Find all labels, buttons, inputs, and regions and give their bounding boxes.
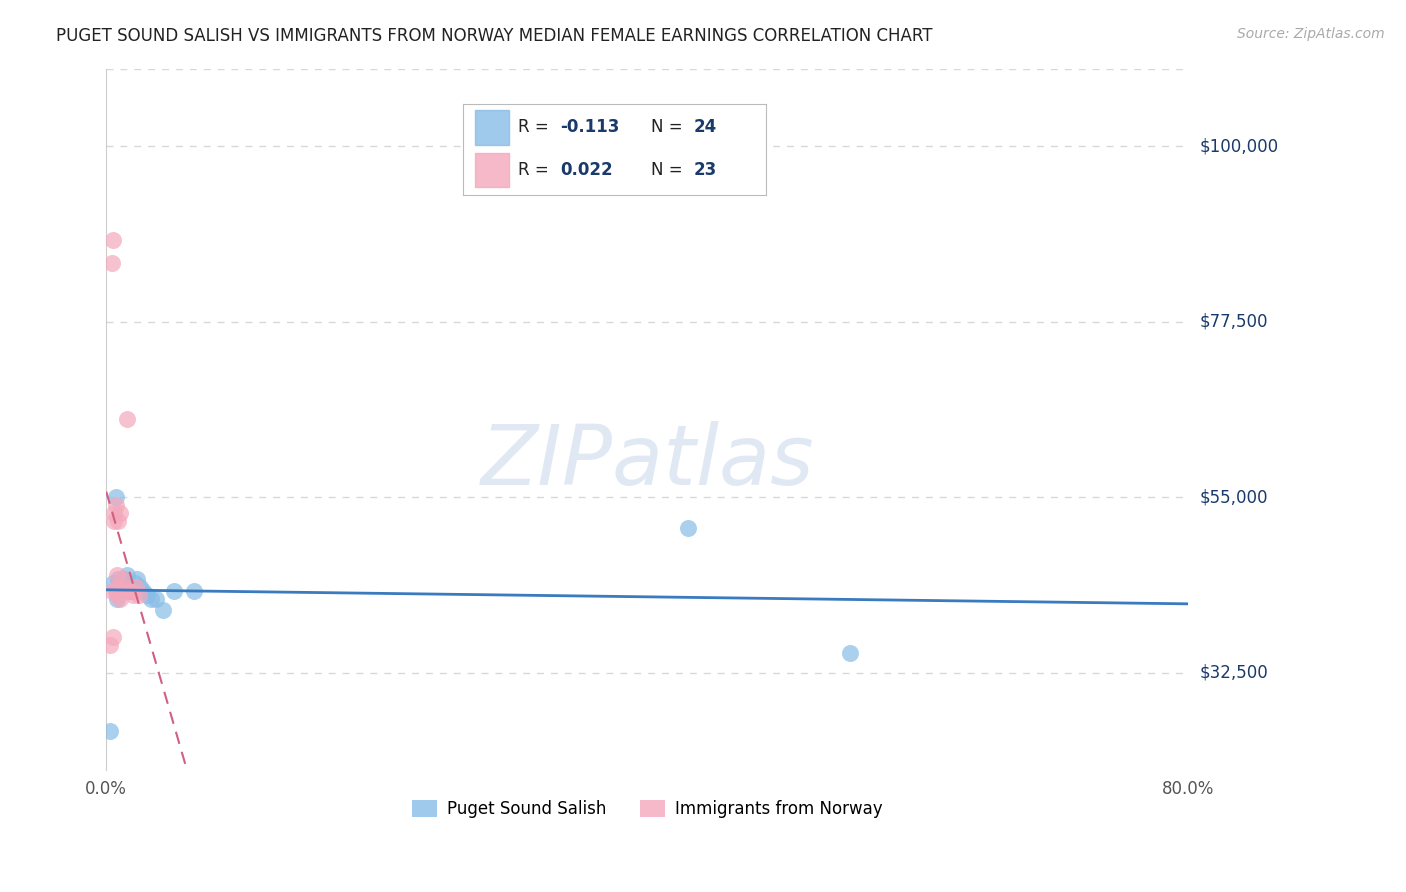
Point [107, 580, 129, 594]
Text: $77,500: $77,500 [1199, 313, 1268, 331]
Point [118, 580, 141, 594]
Point [139, 591, 162, 606]
Point [125, 580, 148, 594]
Point [112, 572, 135, 586]
Point [111, 576, 134, 591]
Text: $32,500: $32,500 [1199, 664, 1268, 681]
Point [115, 412, 138, 426]
Point [98, 724, 121, 739]
Text: $55,000: $55,000 [1199, 488, 1268, 506]
Text: Source: ZipAtlas.com: Source: ZipAtlas.com [1237, 27, 1385, 41]
Point [101, 631, 124, 645]
Point [101, 233, 124, 247]
Text: ZIPatlas: ZIPatlas [481, 421, 814, 502]
Point [152, 603, 174, 617]
Point [105, 588, 128, 602]
Point [104, 490, 127, 504]
Point [118, 583, 141, 598]
Point [120, 583, 142, 598]
Point [108, 506, 131, 520]
Point [110, 576, 132, 591]
Point [104, 498, 127, 512]
Point [128, 588, 150, 602]
Point [108, 591, 131, 606]
Point [107, 572, 129, 586]
Point [111, 572, 134, 586]
Point [105, 591, 128, 606]
Point [101, 576, 124, 591]
Text: PUGET SOUND SALISH VS IMMIGRANTS FROM NORWAY MEDIAN FEMALE EARNINGS CORRELATION : PUGET SOUND SALISH VS IMMIGRANTS FROM NO… [56, 27, 932, 45]
Point [100, 583, 122, 598]
Point [183, 583, 205, 598]
Point [103, 506, 125, 520]
Point [103, 514, 125, 528]
Point [163, 583, 186, 598]
Point [145, 591, 167, 606]
Point [105, 568, 128, 582]
Point [100, 256, 122, 270]
Point [104, 583, 127, 598]
Point [107, 514, 129, 528]
Point [122, 588, 145, 602]
Point [135, 588, 157, 602]
Point [132, 583, 155, 598]
Point [127, 572, 149, 586]
Point [676, 521, 699, 535]
Point [115, 568, 138, 582]
Point [839, 646, 862, 660]
Point [120, 583, 142, 598]
Legend: Puget Sound Salish, Immigrants from Norway: Puget Sound Salish, Immigrants from Norw… [405, 793, 889, 825]
Point [124, 576, 146, 591]
Point [129, 580, 152, 594]
Point [98, 638, 121, 652]
Point [121, 583, 143, 598]
Text: $100,000: $100,000 [1199, 137, 1278, 155]
Point [112, 580, 135, 594]
